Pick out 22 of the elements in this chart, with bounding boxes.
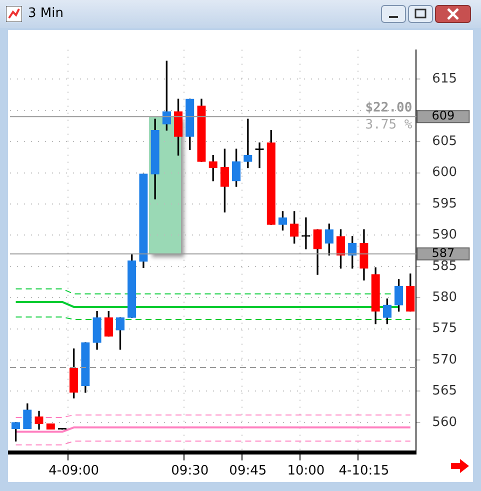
annotation: $22.00 [365, 100, 412, 116]
x-tick-label: 09:30 [171, 464, 209, 479]
x-tick-label: 4-10:15 [338, 464, 390, 479]
annotation: 3.75 % [365, 117, 412, 132]
x-tick-label: 09:45 [229, 464, 267, 479]
x-tick-label: 10:00 [287, 464, 325, 479]
y-tick-label: 595 [432, 196, 458, 212]
candlestick [302, 217, 310, 250]
y-tick-label: 580 [432, 290, 458, 305]
x-tick-label: 4-09:00 [48, 464, 100, 479]
y-tick-label: 615 [432, 72, 458, 87]
y-tick-label: 590 [432, 228, 458, 243]
y-tick-label: 565 [432, 384, 458, 399]
y-tick-label: 600 [432, 165, 458, 180]
y-tick-label: 585 [432, 258, 458, 274]
ref-line-label: 587 [432, 246, 455, 260]
y-tick-label: 575 [432, 321, 458, 336]
y-tick-label: 560 [432, 414, 458, 430]
chart-title: 3 Min [28, 6, 64, 21]
y-tick-label: 605 [432, 134, 458, 149]
y-tick-label: 570 [432, 352, 458, 368]
ref-line-label: 609 [432, 108, 455, 123]
